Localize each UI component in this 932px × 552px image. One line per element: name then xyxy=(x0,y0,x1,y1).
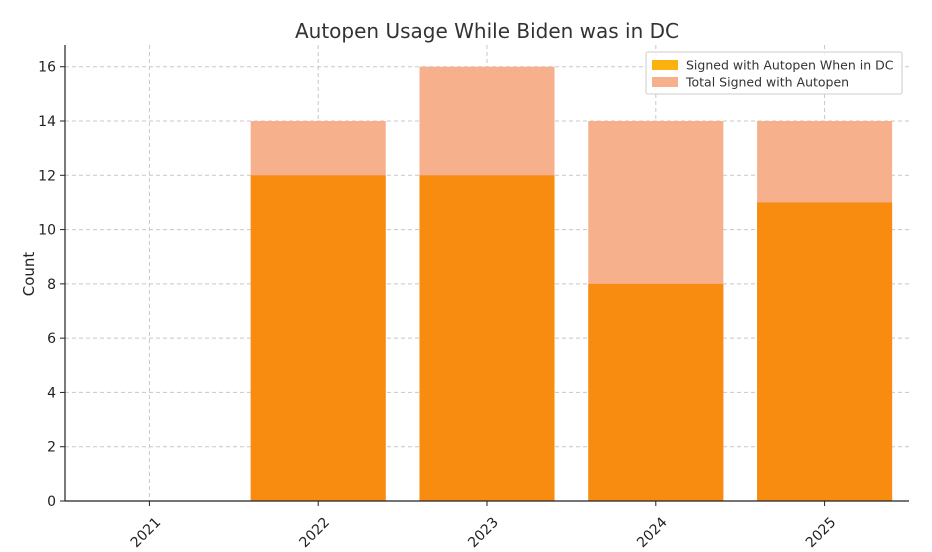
legend-swatch xyxy=(652,77,678,87)
axes xyxy=(60,45,909,506)
legend-swatch xyxy=(652,60,678,70)
y-axis-label: Count xyxy=(20,252,38,297)
y-tick-label: 2 xyxy=(47,440,56,456)
x-tick-label: 2024 xyxy=(634,514,671,551)
chart-title: Autopen Usage While Biden was in DC xyxy=(295,19,679,43)
y-tick-label: 6 xyxy=(47,331,56,347)
bar-in-dc-2024 xyxy=(588,283,724,501)
y-tick-label: 0 xyxy=(47,494,56,510)
y-tick-label: 10 xyxy=(38,223,56,239)
legend-label: Total Signed with Autopen xyxy=(685,75,849,90)
legend: Signed with Autopen When in DC Total Sign… xyxy=(645,51,903,95)
legend-label: Signed with Autopen When in DC xyxy=(686,58,894,73)
bar-in-dc-2025 xyxy=(757,202,893,501)
y-tick-labels: 0 2 4 6 8 10 12 14 16 xyxy=(38,60,56,510)
y-tick-label: 14 xyxy=(38,114,56,130)
x-tick-label: 2023 xyxy=(465,515,502,552)
y-tick-label: 4 xyxy=(47,385,56,401)
bar-in-dc-2022 xyxy=(250,175,386,502)
x-tick-label: 2025 xyxy=(803,515,840,552)
y-tick-label: 12 xyxy=(38,168,56,184)
y-tick-label: 16 xyxy=(38,60,56,76)
bar-in-dc-2023 xyxy=(419,175,555,502)
bars xyxy=(250,66,893,502)
x-tick-label: 2021 xyxy=(128,515,165,552)
x-tick-label: 2022 xyxy=(297,515,334,552)
legend-box xyxy=(645,51,903,95)
x-tick-labels: 2021 2022 2023 2024 2025 xyxy=(128,514,840,551)
y-tick-label: 8 xyxy=(47,277,56,293)
